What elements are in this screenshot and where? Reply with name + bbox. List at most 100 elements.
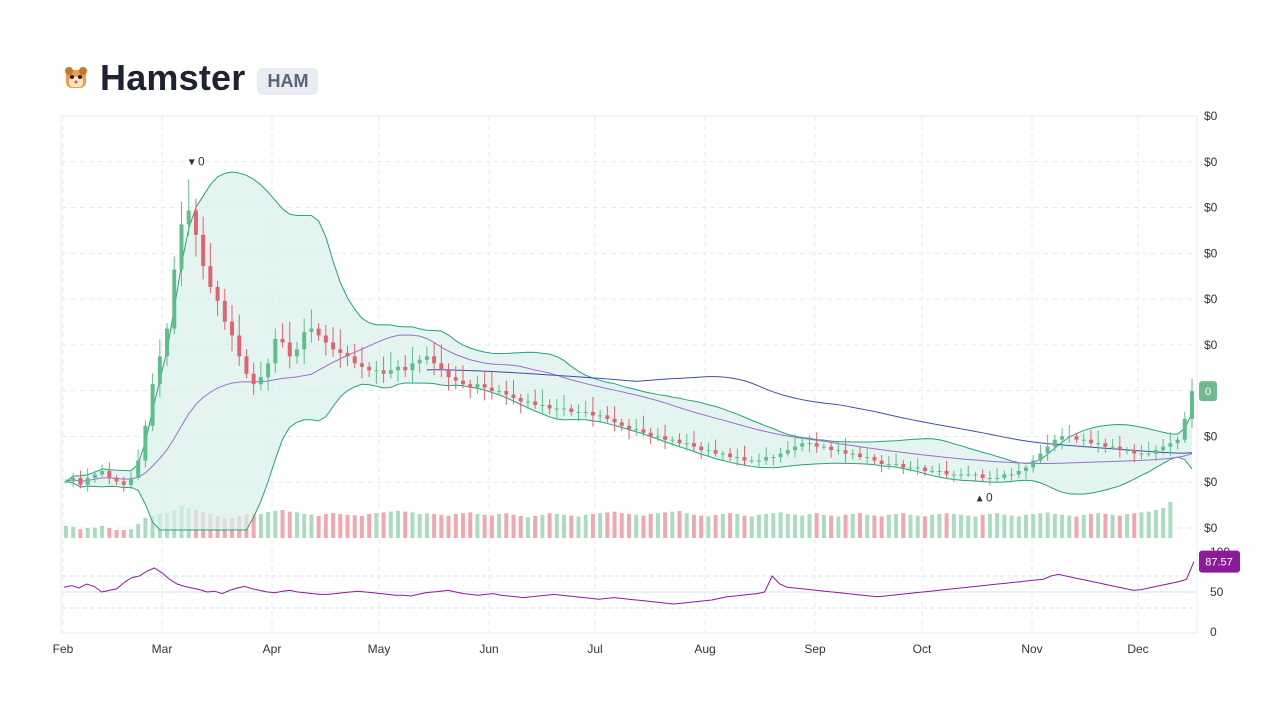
candle	[1060, 428, 1065, 450]
volume-bar	[915, 515, 920, 538]
candle	[1088, 430, 1093, 448]
candle	[634, 419, 639, 437]
volume-bar	[1088, 514, 1093, 538]
volume-bar	[497, 514, 502, 538]
candle	[309, 309, 314, 343]
hamster-logo-icon	[65, 67, 87, 88]
volume-bar	[749, 516, 754, 538]
candle	[482, 371, 487, 401]
candle	[995, 468, 1000, 483]
volume-bar	[829, 515, 834, 538]
candle-body	[193, 210, 198, 235]
volume-bar	[540, 514, 545, 538]
volume-bar	[468, 512, 473, 538]
candle-body	[619, 422, 624, 426]
candle	[771, 454, 776, 466]
candle	[720, 450, 725, 461]
candle	[886, 455, 891, 470]
volume-bar	[973, 516, 978, 538]
candle-body	[143, 425, 148, 461]
candle	[1016, 461, 1021, 479]
volume-bar	[619, 513, 624, 538]
high-price-marker: ▾ 0	[189, 155, 205, 169]
candle-body	[186, 210, 191, 225]
time-axis: Feb Mar Apr May Jun Jul Aug Sep Oct Nov Dec	[53, 642, 1149, 656]
volume-bar	[417, 514, 422, 538]
volume-bar	[1125, 514, 1130, 538]
candle-body	[367, 366, 372, 371]
candle-body	[663, 436, 668, 440]
candle	[1168, 432, 1173, 456]
candle	[468, 379, 473, 399]
volume-bar	[78, 529, 83, 538]
candle-body	[417, 359, 422, 364]
candle-body	[634, 429, 639, 431]
candle-body	[338, 349, 343, 353]
candle-body	[78, 477, 83, 485]
candle	[381, 356, 386, 383]
volume-bar	[121, 530, 126, 538]
candle-body	[215, 286, 220, 301]
bollinger-area	[66, 172, 1192, 530]
candle	[966, 465, 971, 477]
volume-bar	[959, 514, 964, 538]
volume-bar	[742, 515, 747, 538]
candle	[128, 470, 133, 490]
candlesticks[interactable]	[64, 179, 1194, 492]
candle	[280, 323, 285, 348]
candle	[266, 358, 271, 391]
candle	[193, 198, 198, 257]
candle-body	[684, 443, 689, 445]
volume-bar	[836, 516, 841, 538]
candle	[121, 476, 126, 492]
volume-bar	[1024, 514, 1028, 538]
candle	[172, 256, 177, 334]
candle	[785, 441, 790, 457]
volume-bar	[1168, 502, 1173, 538]
candle-body	[511, 394, 516, 399]
candle-body	[1052, 439, 1057, 447]
volume-bar	[980, 514, 985, 538]
volume-bar	[886, 514, 891, 538]
volume-bar	[1146, 511, 1151, 538]
candle-body	[785, 450, 790, 454]
candle-body	[894, 464, 899, 466]
candle-body	[294, 349, 299, 357]
volume-bar	[944, 513, 949, 538]
candle	[439, 344, 444, 378]
candle-body	[1161, 446, 1166, 451]
volume-bar	[482, 514, 487, 538]
candle-body	[554, 408, 559, 410]
volume-bar	[345, 514, 350, 538]
candle	[294, 341, 299, 364]
candle-body	[677, 439, 682, 444]
candle	[237, 314, 242, 367]
volume-bar	[583, 514, 588, 538]
candle	[359, 346, 364, 379]
volume-bar	[302, 514, 307, 538]
candle	[374, 361, 379, 385]
candle-body	[836, 450, 841, 452]
candle	[410, 346, 415, 385]
rsi-value-label: 87.57	[1205, 557, 1233, 569]
candle-body	[576, 411, 581, 413]
volume-bar	[1139, 512, 1144, 538]
volume-bar	[136, 524, 141, 538]
candle	[814, 432, 819, 453]
volume-bar	[533, 516, 538, 538]
candle	[1117, 435, 1122, 458]
candle-body	[937, 470, 942, 472]
price-axis: $0$0$0$0$0$0$0$0$0$00	[1199, 109, 1218, 535]
candle-body	[1125, 450, 1130, 452]
candle-body	[92, 474, 97, 478]
price-tick-label: $0	[1204, 475, 1218, 489]
candle-body	[540, 404, 545, 406]
volume-bar	[432, 514, 437, 538]
volume-bar	[1132, 513, 1137, 538]
volume-bar	[323, 514, 328, 538]
volume-bar	[764, 514, 769, 538]
candle	[756, 453, 761, 468]
candle	[215, 280, 220, 316]
volume-bar	[850, 514, 855, 538]
